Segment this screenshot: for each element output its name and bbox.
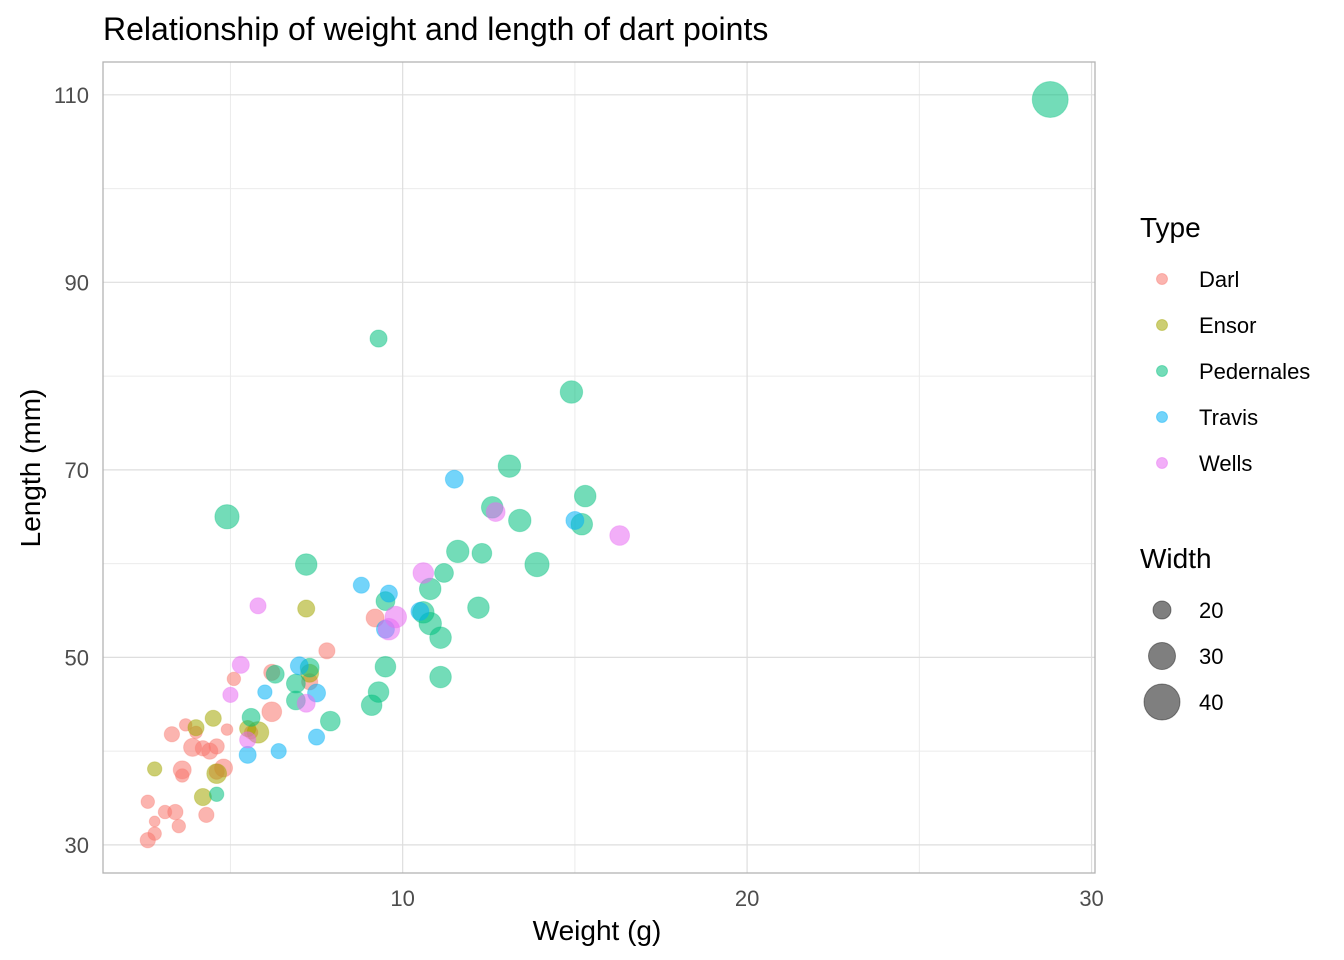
data-point	[360, 694, 383, 717]
data-point	[485, 502, 506, 522]
size-legend-label: 30	[1199, 644, 1223, 669]
legend-label-wells: Wells	[1199, 451, 1252, 476]
data-point	[467, 596, 490, 619]
data-point	[241, 707, 261, 727]
data-point	[270, 742, 287, 760]
size-legend-label: 20	[1199, 598, 1223, 623]
data-point	[434, 563, 454, 583]
data-point	[412, 562, 435, 584]
data-point	[410, 601, 430, 621]
data-point	[497, 454, 522, 478]
color-legend-title: Type	[1140, 212, 1201, 243]
data-point	[352, 576, 370, 594]
data-point	[174, 768, 190, 783]
x-tick-label: 20	[735, 886, 759, 911]
data-point	[163, 726, 181, 743]
y-tick-label: 50	[65, 645, 89, 670]
data-point	[319, 710, 341, 732]
data-point	[249, 597, 267, 615]
data-point	[296, 693, 316, 713]
data-point	[146, 761, 163, 777]
data-point	[204, 709, 222, 727]
legend-label-ensor: Ensor	[1199, 313, 1256, 338]
data-point	[220, 723, 234, 736]
legend: Type Width Darl Ensor Pedernales Travis Well…	[1140, 212, 1310, 721]
data-point	[206, 763, 228, 785]
data-point	[238, 745, 257, 764]
size-legend-key	[1152, 600, 1172, 620]
data-point	[471, 542, 493, 564]
x-axis-title: Weight (g)	[533, 915, 662, 946]
data-point	[257, 684, 273, 700]
size-legend-key	[1148, 642, 1176, 670]
chart-title: Relationship of weight and length of dar…	[103, 11, 768, 47]
y-tick-label: 90	[65, 270, 89, 295]
legend-key-ensor	[1156, 319, 1168, 331]
legend-label-travis: Travis	[1199, 405, 1258, 430]
data-point	[148, 815, 161, 828]
y-axis-title: Length (mm)	[15, 389, 46, 548]
data-point	[208, 786, 225, 802]
data-point	[183, 737, 203, 757]
legend-label-darl: Darl	[1199, 267, 1239, 292]
data-point	[374, 655, 397, 678]
y-tick-label: 70	[65, 458, 89, 483]
data-point	[239, 731, 257, 749]
data-point	[171, 818, 187, 834]
legend-key-travis	[1156, 411, 1168, 423]
data-point	[318, 642, 336, 660]
data-point	[429, 626, 452, 649]
y-tick-label: 110	[54, 83, 89, 108]
data-point	[198, 806, 215, 824]
data-point	[524, 551, 550, 578]
data-point	[609, 525, 631, 546]
data-point	[147, 826, 162, 841]
legend-key-darl	[1156, 273, 1168, 285]
data-point	[167, 803, 184, 821]
data-point	[429, 665, 452, 689]
data-point	[297, 599, 316, 618]
data-point	[214, 504, 240, 530]
legend-key-pedernales	[1156, 365, 1168, 377]
data-point	[289, 656, 309, 676]
data-point	[231, 655, 250, 674]
data-point	[446, 539, 470, 564]
data-point	[285, 673, 306, 694]
data-point	[226, 671, 242, 687]
y-tick-label: 30	[65, 833, 89, 858]
legend-label-pedernales: Pedernales	[1199, 359, 1310, 384]
data-point	[1031, 81, 1069, 119]
data-point	[369, 329, 388, 348]
data-point	[508, 508, 532, 533]
data-point	[140, 794, 156, 809]
plot-area: 10 20 30 30 50 70 90 110	[54, 61, 1104, 911]
data-point	[559, 380, 584, 404]
panel-border	[102, 61, 1096, 874]
data-point	[444, 469, 464, 489]
data-point	[187, 719, 205, 737]
data-point	[307, 728, 326, 746]
series-wells	[222, 502, 631, 749]
size-legend-key	[1143, 683, 1181, 721]
x-tick-label: 30	[1079, 886, 1103, 911]
x-tick-label: 10	[390, 886, 414, 911]
data-point	[565, 510, 585, 530]
size-legend-title: Width	[1140, 543, 1212, 574]
data-point	[379, 584, 398, 603]
data-point	[377, 617, 401, 641]
data-point	[222, 686, 239, 704]
size-legend-label: 40	[1199, 690, 1223, 715]
legend-key-wells	[1156, 457, 1168, 469]
data-point	[208, 738, 225, 755]
data-point	[294, 553, 318, 576]
data-point	[265, 664, 285, 684]
data-point	[193, 788, 212, 807]
data-point	[573, 484, 597, 508]
data-point	[261, 701, 283, 723]
